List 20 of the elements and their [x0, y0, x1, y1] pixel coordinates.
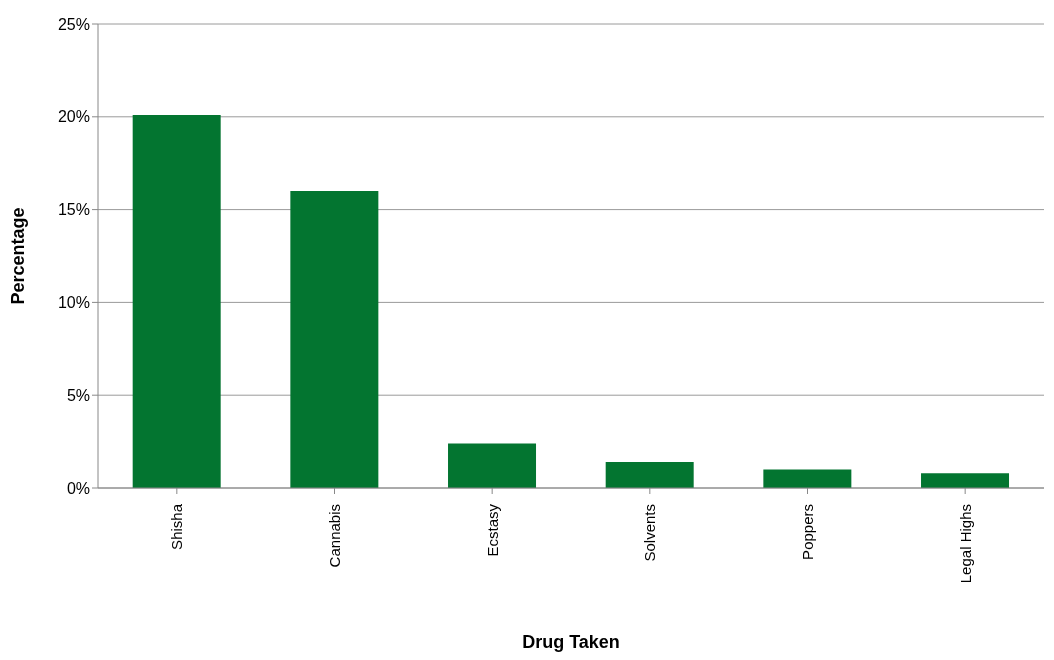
x-tick-label: Cannabis — [326, 504, 343, 568]
bar — [763, 469, 852, 488]
y-tick-label: 15% — [57, 201, 90, 219]
y-axis-title: Percentage — [8, 207, 29, 305]
x-tick-label: Ecstasy — [483, 503, 501, 557]
bar — [132, 114, 221, 488]
y-tick-label: 0% — [66, 479, 90, 497]
x-tick-label: Solvents — [641, 504, 659, 562]
bar — [448, 443, 537, 488]
y-tick-label: 25% — [57, 15, 90, 33]
x-tick-label: Poppers — [799, 504, 816, 560]
y-tick-label: 5% — [66, 386, 90, 404]
bar — [605, 462, 694, 488]
bar — [921, 473, 1010, 488]
bar — [290, 191, 379, 488]
y-tick-label: 10% — [57, 294, 90, 312]
y-tick-label: 20% — [57, 108, 90, 126]
x-axis-title: Drug Taken — [522, 632, 620, 652]
x-tick-label: Shisha — [168, 503, 186, 550]
x-tick-label: Legal Highs — [956, 504, 974, 584]
